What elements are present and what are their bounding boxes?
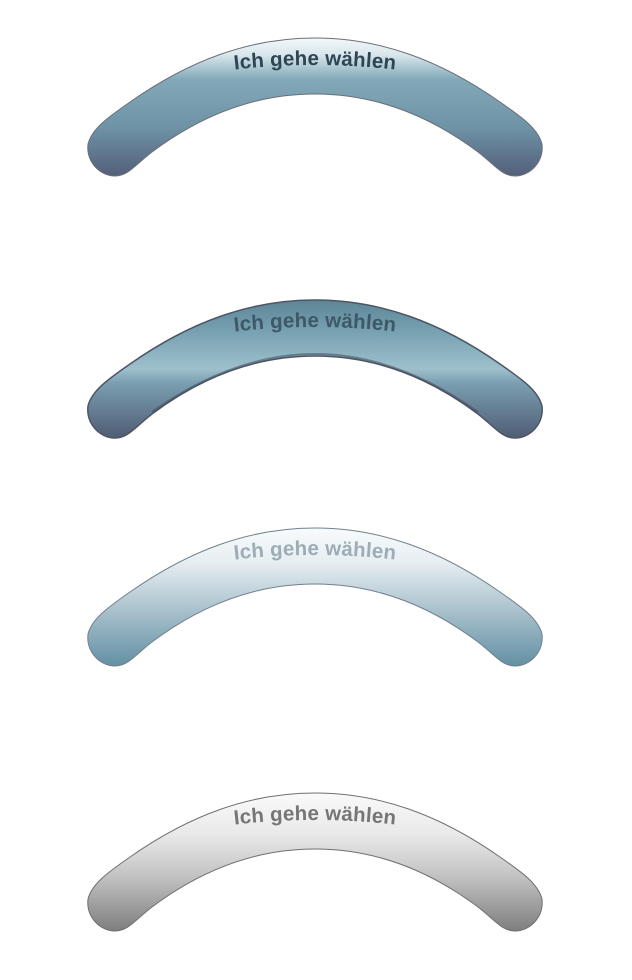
arc-button-shape: Ich gehe wählen (87, 37, 543, 177)
vote-button-hover[interactable]: Ich gehe wählen (0, 490, 632, 690)
arc-button-shape: Ich gehe wählen (87, 792, 543, 932)
button-label: Ich gehe wählen (232, 802, 397, 830)
vote-button-disabled: Ich gehe wählen (0, 755, 632, 955)
button-label: Ich gehe wählen (232, 47, 397, 75)
vote-button-normal[interactable]: Ich gehe wählen (0, 0, 632, 200)
vote-button-pressed[interactable]: Ich gehe wählen (0, 262, 632, 462)
button-label: Ich gehe wählen (232, 537, 397, 565)
arc-button-shape: Ich gehe wählen (87, 527, 543, 667)
button-label: Ich gehe wählen (232, 309, 397, 337)
arc-button-shape: Ich gehe wählen (87, 299, 543, 439)
